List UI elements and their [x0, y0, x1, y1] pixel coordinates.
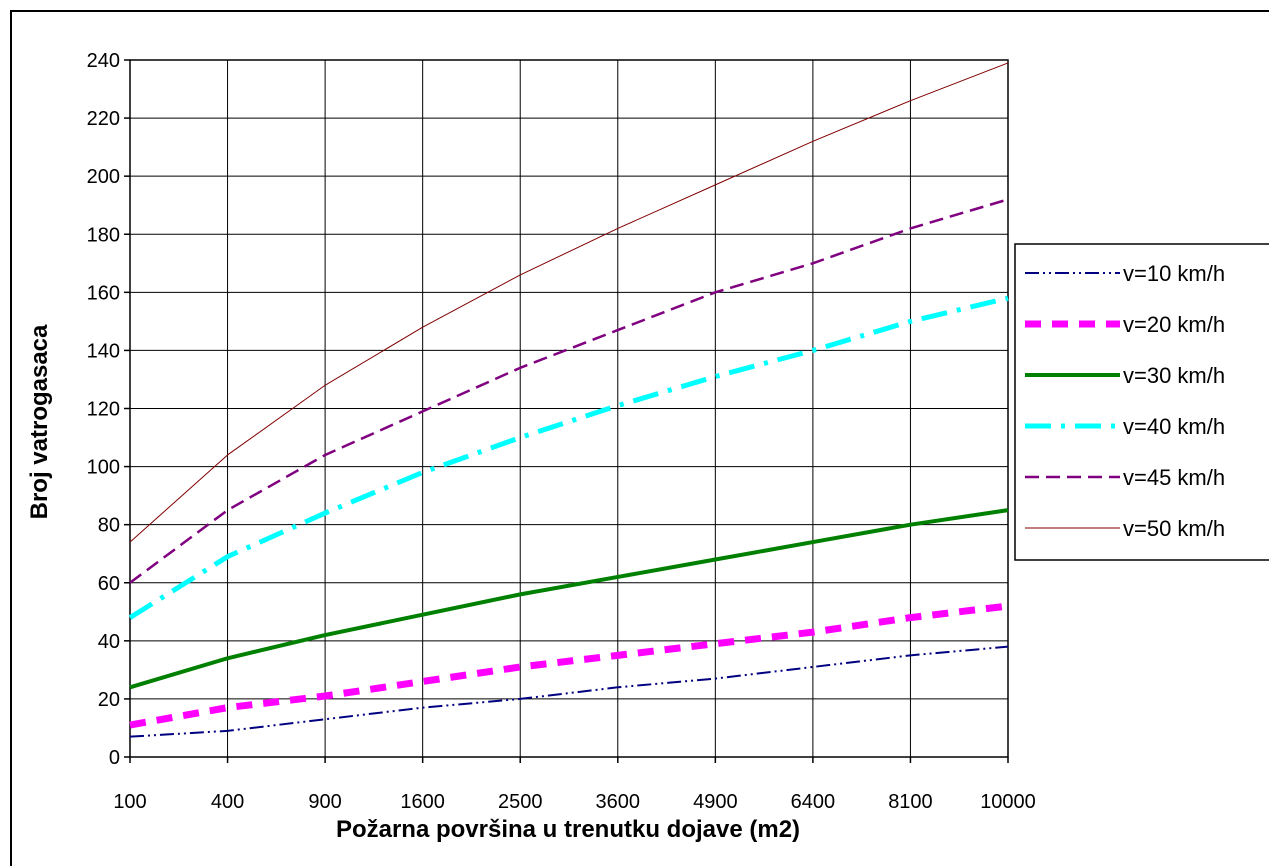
y-tick-label: 20 — [98, 689, 120, 711]
legend-label-5: v=45 km/h — [1123, 465, 1225, 490]
series-line-5 — [129, 198, 1009, 584]
x-tick-label: 8100 — [888, 791, 933, 813]
y-tick-label: 140 — [87, 340, 120, 362]
x-tick-label: 1600 — [400, 791, 445, 813]
y-tick-label: 100 — [87, 457, 120, 479]
y-tick-label: 120 — [87, 399, 120, 421]
series-line-4 — [128, 295, 1009, 620]
y-tick-label: 160 — [87, 282, 120, 304]
legend-label-2: v=20 km/h — [1123, 312, 1225, 337]
series-lines — [128, 62, 1009, 738]
legend-label-3: v=30 km/h — [1123, 363, 1225, 388]
series-line-6 — [129, 62, 1009, 543]
x-tick-label: 900 — [308, 791, 341, 813]
y-tick-label: 180 — [87, 224, 120, 246]
y-tick-label: 60 — [98, 573, 120, 595]
series-line-3 — [129, 508, 1009, 690]
y-tick-label: 80 — [98, 515, 120, 537]
x-tick-label: 4900 — [693, 791, 738, 813]
legend-label-4: v=40 km/h — [1123, 414, 1225, 439]
series-line-2 — [129, 602, 1009, 729]
y-tick-label: 220 — [87, 108, 120, 130]
legend-label-6: v=50 km/h — [1123, 516, 1225, 541]
legend-label-1: v=10 km/h — [1123, 261, 1225, 286]
legend: v=10 km/h v=20 km/h v=30 km/h v=40 km/h v=45… — [1014, 243, 1269, 561]
x-tick-label: 3600 — [596, 791, 641, 813]
x-axis-title: Požarna površina u trenutku dojave (m2) — [336, 816, 800, 843]
chart-frame — [10, 10, 1269, 866]
x-tick-label: 100 — [113, 791, 146, 813]
y-axis-ticks: 0 20 40 60 80 100 120 140 160 180 200 220 240 — [87, 50, 130, 769]
y-axis-title: Broj vatrogasaca — [26, 324, 53, 519]
y-tick-label: 0 — [109, 747, 120, 769]
legend-box — [1014, 243, 1269, 561]
x-tick-label: 400 — [211, 791, 244, 813]
y-tick-label: 40 — [98, 631, 120, 653]
y-tick-label: 240 — [87, 50, 120, 72]
x-tick-label: 10000 — [980, 791, 1036, 813]
y-tick-label: 200 — [87, 166, 120, 188]
x-tick-label: 6400 — [791, 791, 836, 813]
x-axis-ticks: 100 400 900 1600 2500 3600 4900 6400 8100 10000 — [113, 757, 1036, 813]
x-tick-label: 2500 — [498, 791, 543, 813]
grid — [129, 59, 1009, 758]
